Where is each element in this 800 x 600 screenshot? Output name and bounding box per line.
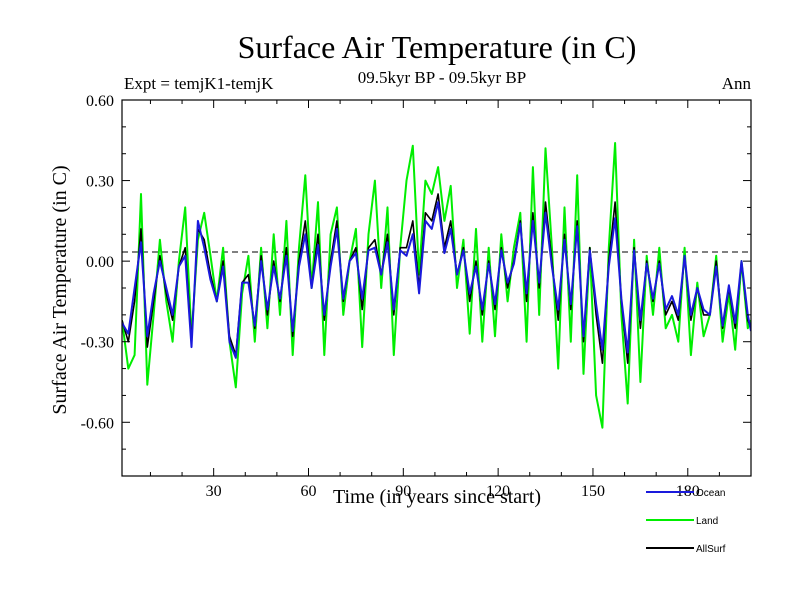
- y-axis-title: Surface Air Temperature (in C): [49, 165, 71, 414]
- y-tick-label: 0.60: [86, 93, 114, 110]
- x-tick-label: 60: [300, 483, 316, 500]
- series-line-land: [122, 142, 751, 429]
- x-tick-label: 30: [206, 483, 222, 500]
- period-label: 09.5kyr BP - 09.5kyr BP: [358, 68, 526, 87]
- legend-label-land: Land: [696, 516, 718, 527]
- experiment-label: Expt = temjK1-temjK: [124, 74, 274, 93]
- x-tick-label: 120: [486, 483, 510, 500]
- x-tick-label: 150: [581, 483, 605, 500]
- y-tick-label: -0.30: [81, 335, 114, 352]
- x-axis-title: Time (in years since start): [333, 486, 541, 508]
- x-tick-label: 90: [395, 483, 411, 500]
- chart-title: Surface Air Temperature (in C): [238, 29, 637, 65]
- y-tick-label: 0.00: [86, 254, 114, 271]
- series-line-ocean: [122, 201, 751, 359]
- y-tick-label: 0.30: [86, 174, 114, 191]
- legend-label-allsurf: AllSurf: [696, 544, 726, 555]
- legend-label-ocean: Ocean: [696, 488, 725, 499]
- season-label: Ann: [722, 74, 752, 93]
- legend: Ocean Land AllSurf: [646, 488, 726, 555]
- plot-frame: [121, 99, 752, 477]
- y-tick-label: -0.60: [81, 415, 114, 432]
